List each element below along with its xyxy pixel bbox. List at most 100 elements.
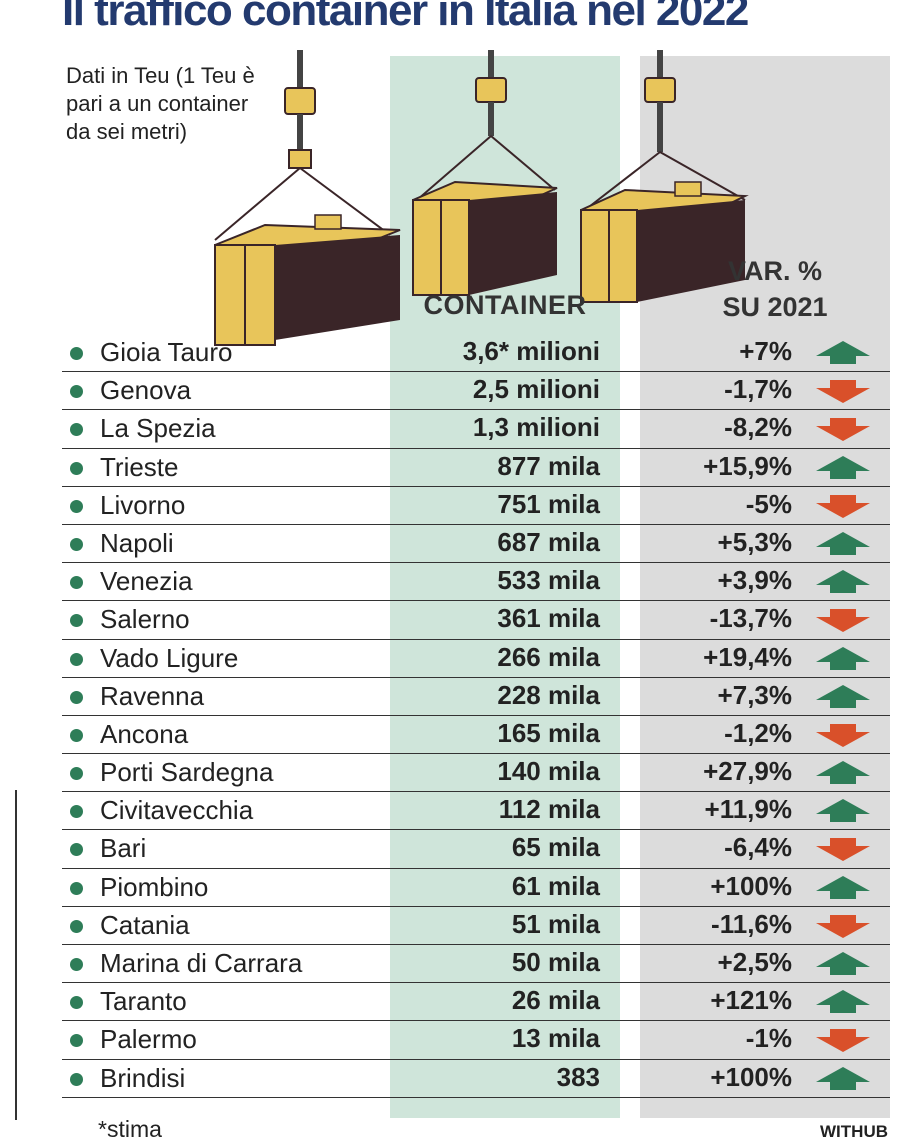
port-name: Taranto bbox=[100, 986, 187, 1017]
arrow-up-icon bbox=[816, 341, 870, 364]
bullet-icon bbox=[70, 423, 83, 437]
bullet-icon bbox=[70, 347, 83, 360]
arrow-up-icon bbox=[816, 646, 870, 670]
port-name: Genova bbox=[100, 375, 192, 406]
shipping-container-icon bbox=[412, 180, 558, 296]
bullet-icon bbox=[70, 728, 83, 742]
arrow-up-icon bbox=[816, 455, 870, 479]
variation-value: +19,4% bbox=[703, 641, 792, 672]
variation-value: -1% bbox=[745, 1023, 792, 1054]
port-table: Gioia Tauro 3,6* milioni +7% Genova 2,5 mili… bbox=[62, 334, 890, 1098]
port-name: Bari bbox=[100, 833, 147, 864]
bullet-icon bbox=[70, 881, 83, 895]
variation-value: +11,9% bbox=[704, 794, 792, 825]
port-name: Catania bbox=[100, 909, 190, 940]
variation-value: +7,3% bbox=[717, 679, 792, 710]
container-value: 26 mila bbox=[511, 985, 600, 1016]
containers-illustration bbox=[214, 50, 749, 346]
port-name: Porti Sardegna bbox=[100, 757, 274, 788]
bullet-icon bbox=[70, 805, 83, 819]
source-credit: WITHUB bbox=[820, 1122, 888, 1141]
port-name: Venezia bbox=[100, 566, 193, 597]
variation-column-header: VAR. % SU 2021 bbox=[660, 253, 890, 325]
arrow-up-icon bbox=[816, 761, 870, 785]
arrow-up-icon bbox=[816, 684, 870, 708]
arrow-down-icon bbox=[816, 609, 870, 633]
variation-value: +100% bbox=[710, 870, 792, 901]
variation-value: +7% bbox=[739, 336, 792, 366]
arrow-up-icon bbox=[816, 531, 870, 555]
table-row: Trieste 877 mila +15,9% bbox=[62, 449, 890, 487]
table-row: Porti Sardegna 140 mila +27,9% bbox=[62, 754, 890, 793]
port-name: La Spezia bbox=[100, 413, 216, 444]
port-name: Brindisi bbox=[100, 1062, 186, 1093]
variation-value: +2,5% bbox=[717, 947, 792, 977]
bullet-icon bbox=[70, 767, 83, 781]
container-value: 165 mila bbox=[497, 717, 600, 748]
table-row: Taranto 26 mila +121% bbox=[62, 983, 890, 1022]
arrow-up-icon bbox=[816, 952, 870, 975]
bullet-icon bbox=[70, 537, 83, 551]
crane-container-middle bbox=[412, 50, 558, 296]
port-name: Palermo bbox=[100, 1024, 197, 1055]
arrow-up-icon bbox=[816, 799, 870, 823]
bullet-icon bbox=[70, 690, 83, 704]
bullet-icon bbox=[70, 499, 83, 513]
variation-value: -11,6% bbox=[711, 908, 792, 939]
container-column-header: CONTAINER bbox=[423, 290, 587, 320]
container-value: 228 mila bbox=[497, 679, 600, 710]
container-value: 3,6* milioni bbox=[462, 336, 600, 366]
variation-value: -6,4% bbox=[724, 832, 792, 863]
port-name: Salerno bbox=[100, 604, 190, 635]
arrow-down-icon bbox=[816, 914, 870, 938]
crane-container-right bbox=[580, 50, 749, 303]
variation-value: -13,7% bbox=[709, 603, 792, 634]
bullet-icon bbox=[70, 652, 83, 666]
port-name: Livorno bbox=[100, 489, 186, 520]
container-value: 2,5 milioni bbox=[472, 374, 600, 405]
table-row: Gioia Tauro 3,6* milioni +7% bbox=[62, 334, 890, 373]
arrow-down-icon bbox=[816, 1029, 870, 1053]
container-value: 1,3 milioni bbox=[472, 412, 600, 443]
table-row: Palermo 13 mila -1% bbox=[62, 1021, 890, 1060]
container-value: 61 mila bbox=[511, 870, 600, 901]
port-name: Ancona bbox=[100, 718, 189, 749]
variation-value: +3,9% bbox=[717, 565, 792, 596]
container-value: 50 mila bbox=[511, 947, 600, 977]
container-value: 751 mila bbox=[497, 488, 600, 519]
container-value: 13 mila bbox=[511, 1023, 600, 1054]
crane-container-left bbox=[214, 50, 401, 346]
variation-value: +15,9% bbox=[703, 450, 792, 481]
container-value: 112 mila bbox=[498, 794, 600, 825]
arrow-down-icon bbox=[816, 380, 870, 404]
arrow-up-icon bbox=[816, 1066, 870, 1090]
container-value: 383 bbox=[556, 1061, 600, 1092]
bullet-icon bbox=[70, 996, 83, 1010]
port-name: Piombino bbox=[100, 871, 209, 902]
table-row: Catania 51 mila -11,6% bbox=[62, 907, 890, 945]
variation-value: -8,2% bbox=[724, 412, 792, 443]
table-row: Salerno 361 mila -13,7% bbox=[62, 601, 890, 640]
margin-rule bbox=[15, 790, 17, 1120]
arrow-up-icon bbox=[816, 570, 870, 594]
port-name: Vado Ligure bbox=[100, 642, 239, 673]
port-name: Gioia Tauro bbox=[100, 337, 233, 367]
variation-value: -1,7% bbox=[724, 374, 792, 405]
table-row: Livorno 751 mila -5% bbox=[62, 487, 890, 525]
variation-value: +5,3% bbox=[717, 526, 792, 557]
container-value: 877 mila bbox=[497, 450, 600, 481]
arrow-down-icon bbox=[816, 838, 870, 862]
port-name: Civitavecchia bbox=[100, 795, 254, 826]
table-row: Venezia 533 mila +3,9% bbox=[62, 563, 890, 602]
variation-header-line2: SU 2021 bbox=[722, 292, 828, 322]
table-row: Civitavecchia 112 mila +11,9% bbox=[62, 792, 890, 831]
table-row: Brindisi 383 +100% bbox=[62, 1060, 890, 1098]
crane-hook-icon bbox=[475, 50, 507, 136]
port-name: Napoli bbox=[100, 527, 174, 558]
table-row: Bari 65 mila -6,4% bbox=[62, 830, 890, 869]
arrow-down-icon bbox=[816, 723, 870, 747]
bullet-icon bbox=[70, 576, 83, 590]
bullet-icon bbox=[70, 614, 83, 628]
variation-value: +100% bbox=[710, 1061, 792, 1092]
table-row: Piombino 61 mila +100% bbox=[62, 869, 890, 907]
